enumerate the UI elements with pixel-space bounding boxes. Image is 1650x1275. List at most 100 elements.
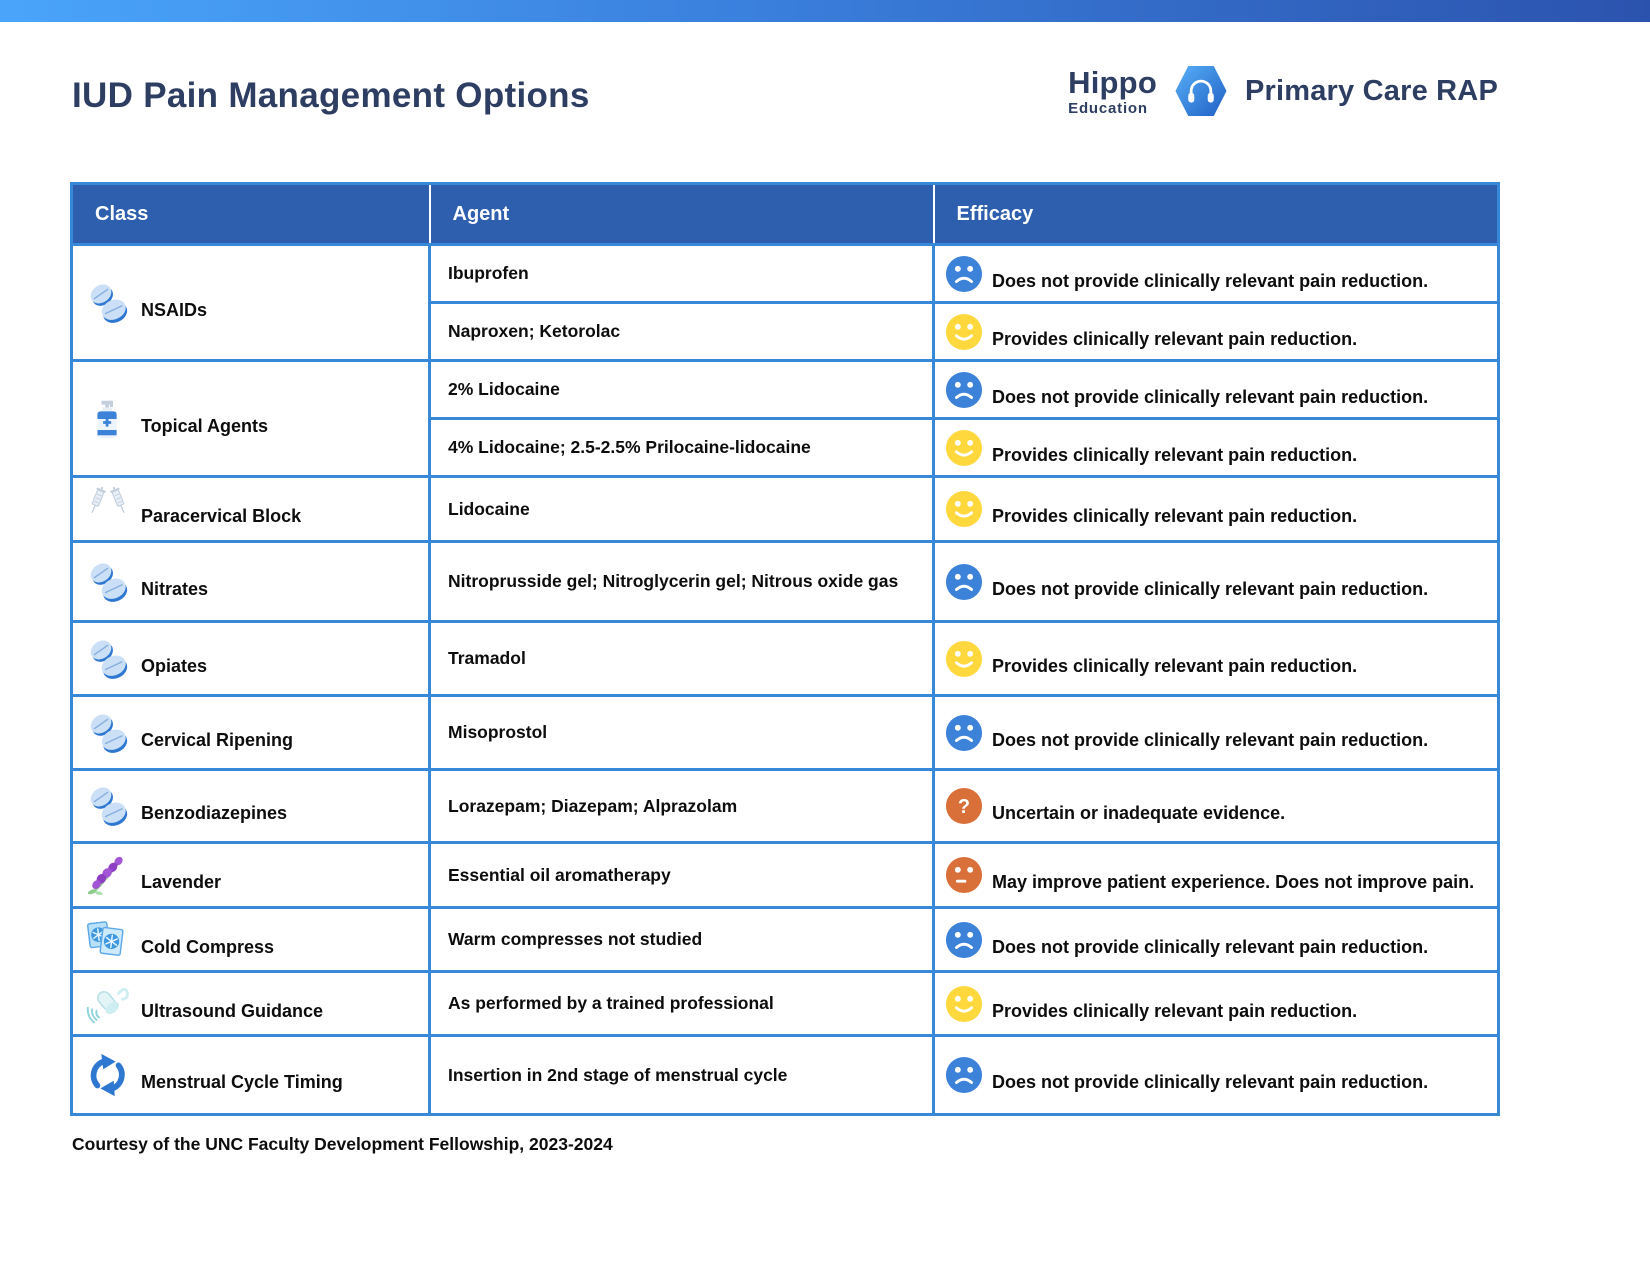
efficacy-cell: Provides clinically relevant pain reduct… [932, 475, 1500, 543]
class-label: Cervical Ripening [141, 729, 294, 750]
class-label: Benzodiazepines [141, 803, 288, 823]
class-cell-cold-compress: Cold Compress [70, 906, 431, 973]
table-row: Benzodiazepines Lorazepam; Diazepam; Alp… [70, 768, 1500, 844]
agent-cell: 2% Lidocaine [428, 359, 935, 420]
efficacy-cell: Does not provide clinically relevant pai… [932, 540, 1500, 623]
efficacy-cell: Provides clinically relevant pain reduct… [932, 620, 1500, 697]
efficacy-text: Uncertain or inadequate evidence. [992, 803, 1286, 823]
table-row: Paracervical Block Lidocaine Provides cl… [70, 475, 1500, 543]
agent-cell: Lorazepam; Diazepam; Alprazolam [428, 768, 935, 844]
class-label: Topical Agents [141, 415, 269, 436]
table-row: Ultrasound Guidance As performed by a tr… [70, 970, 1500, 1037]
agent-cell: Ibuprofen [428, 243, 935, 304]
table-row: Naproxen; Ketorolac Provides clinically … [72, 301, 1500, 362]
column-header-agent: Agent [429, 183, 935, 245]
table-row: Lavender Essential oil aromatherapy May … [70, 841, 1500, 909]
table-row: Nitrates Nitroprusside gel; Nitroglyceri… [70, 540, 1500, 623]
column-header-class: Class [71, 183, 431, 245]
lavender-icon [85, 852, 131, 898]
efficacy-text: Does not provide clinically relevant pai… [992, 1072, 1429, 1092]
efficacy-cell: Does not provide clinically relevant pai… [932, 1034, 1500, 1116]
table-row: Menstrual Cycle Timing Insertion in 2nd … [70, 1034, 1500, 1116]
agent-cell: Insertion in 2nd stage of menstrual cycl… [428, 1034, 935, 1116]
class-label: Ultrasound Guidance [141, 1000, 324, 1021]
agent-cell: Nitroprusside gel; Nitroglycerin gel; Ni… [428, 540, 935, 623]
efficacy-text: Provides clinically relevant pain reduct… [992, 328, 1358, 349]
class-cell-ultrasound-guidance: Ultrasound Guidance [70, 970, 431, 1037]
efficacy-cell: Does not provide clinically relevant pai… [932, 359, 1500, 420]
efficacy-cell: Does not provide clinically relevant pai… [932, 906, 1500, 973]
ice-packs-icon [85, 917, 131, 963]
sad-face-icon [945, 371, 983, 409]
pills-icon [85, 710, 131, 756]
brand-wordmark: Hippo Education [1068, 67, 1157, 116]
agent-cell: 4% Lidocaine; 2.5-2.5% Prilocaine-lidoca… [428, 417, 935, 478]
class-cell-lavender: Lavender [70, 841, 431, 909]
class-cell-paracervical-block: Paracervical Block [70, 475, 431, 543]
class-label: NSAIDs [141, 299, 208, 320]
pills-icon [85, 280, 131, 326]
efficacy-text: Does not provide clinically relevant pai… [992, 936, 1429, 957]
agent-cell: As performed by a trained professional [428, 970, 935, 1037]
cycle-arrows-icon [85, 1052, 131, 1098]
happy-face-icon [945, 429, 983, 467]
pills-icon [85, 783, 131, 829]
courtesy-note: Courtesy of the UNC Faculty Development … [72, 1134, 613, 1154]
lotion-bottle-icon [85, 396, 131, 442]
table-row: Opiates Tramadol Provides clinically rel… [70, 620, 1500, 697]
class-cell-benzodiazepines: Benzodiazepines [70, 768, 431, 844]
class-cell-nsaids: NSAIDs [70, 243, 431, 362]
efficacy-cell: Uncertain or inadequate evidence. [932, 768, 1500, 844]
agent-cell: Tramadol [428, 620, 935, 697]
class-cell-topical-agents: Topical Agents [70, 359, 431, 478]
class-cell-menstrual-cycle-timing: Menstrual Cycle Timing [70, 1034, 431, 1116]
table-row: Topical Agents 2% Lidocaine Does not pro… [70, 359, 1500, 478]
column-header-efficacy: Efficacy [933, 183, 1499, 245]
sad-face-icon [945, 563, 983, 601]
page-title: IUD Pain Management Options [72, 76, 590, 115]
efficacy-text: Provides clinically relevant pain reduct… [992, 506, 1358, 526]
sad-face-icon [945, 714, 983, 752]
ultrasound-probe-icon [85, 981, 131, 1027]
pain-management-table: Class Agent Efficacy NSAIDs Ibuprofen Do… [70, 182, 1500, 1116]
efficacy-cell: May improve patient experience. Does not… [932, 841, 1500, 909]
efficacy-cell: Does not provide clinically relevant pai… [932, 243, 1500, 304]
table-row: Cervical Ripening Misoprostol Does not p… [70, 694, 1500, 771]
efficacy-text: Does not provide clinically relevant pai… [992, 729, 1429, 750]
agent-cell: Warm compresses not studied [428, 906, 935, 973]
sad-face-icon [945, 1056, 983, 1094]
neutral-face-icon [945, 856, 983, 894]
class-label: Lavender [141, 872, 222, 892]
agent-cell: Lidocaine [428, 475, 935, 543]
table-row: Cold Compress Warm compresses not studie… [70, 906, 1500, 973]
happy-face-icon [945, 640, 983, 678]
product-name: Primary Care RAP [1244, 74, 1498, 107]
table-row: 4% Lidocaine; 2.5-2.5% Prilocaine-lidoca… [72, 417, 1500, 478]
efficacy-cell: Provides clinically relevant pain reduct… [932, 417, 1500, 478]
agent-cell: Misoprostol [428, 694, 935, 771]
efficacy-text: Provides clinically relevant pain reduct… [992, 655, 1358, 676]
top-gradient-bar [0, 0, 1650, 22]
syringes-icon [85, 486, 131, 532]
class-cell-cervical-ripening: Cervical Ripening [70, 694, 431, 771]
class-label: Paracervical Block [141, 506, 302, 526]
class-label: Nitrates [141, 578, 209, 599]
efficacy-text: Does not provide clinically relevant pai… [992, 578, 1429, 599]
happy-face-icon [945, 313, 983, 351]
table-header-row: Class Agent Efficacy [71, 183, 1499, 245]
pills-icon [85, 636, 131, 682]
efficacy-text: Does not provide clinically relevant pai… [992, 270, 1429, 291]
class-cell-opiates: Opiates [70, 620, 431, 697]
efficacy-text: Does not provide clinically relevant pai… [992, 386, 1429, 407]
question-mark-icon [945, 787, 983, 825]
headphones-hexagon-icon [1172, 62, 1230, 120]
brand-name: Hippo [1068, 64, 1157, 100]
efficacy-text: Provides clinically relevant pain reduct… [992, 444, 1358, 465]
efficacy-text: Provides clinically relevant pain reduct… [992, 1000, 1358, 1021]
agent-cell: Naproxen; Ketorolac [428, 301, 935, 362]
happy-face-icon [945, 490, 983, 528]
efficacy-text: May improve patient experience. Does not… [992, 872, 1475, 892]
brand-logo: Hippo Education Primary Care RAP [1068, 62, 1498, 120]
table-row: NSAIDs Ibuprofen Does not provide clinic… [70, 243, 1500, 362]
happy-face-icon [945, 985, 983, 1023]
